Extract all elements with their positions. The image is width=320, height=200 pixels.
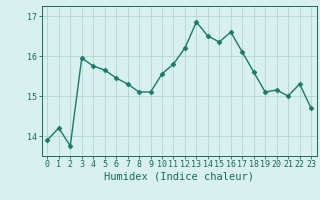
X-axis label: Humidex (Indice chaleur): Humidex (Indice chaleur) (104, 172, 254, 182)
